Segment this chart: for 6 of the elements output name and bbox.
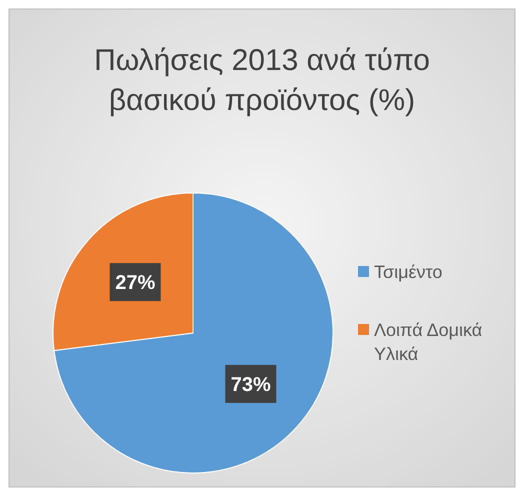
chart-title: Πωλήσεις 2013 ανά τύπο βασικού προϊόντος (%)	[94, 44, 430, 117]
pie-slice	[54, 192, 334, 474]
legend-label: Λοιπά Δομικά Υλικά	[374, 320, 482, 364]
data-label: 27%	[115, 272, 156, 294]
data-label: 73%	[230, 374, 271, 396]
slice-label: Τσιμέντο	[374, 262, 442, 282]
